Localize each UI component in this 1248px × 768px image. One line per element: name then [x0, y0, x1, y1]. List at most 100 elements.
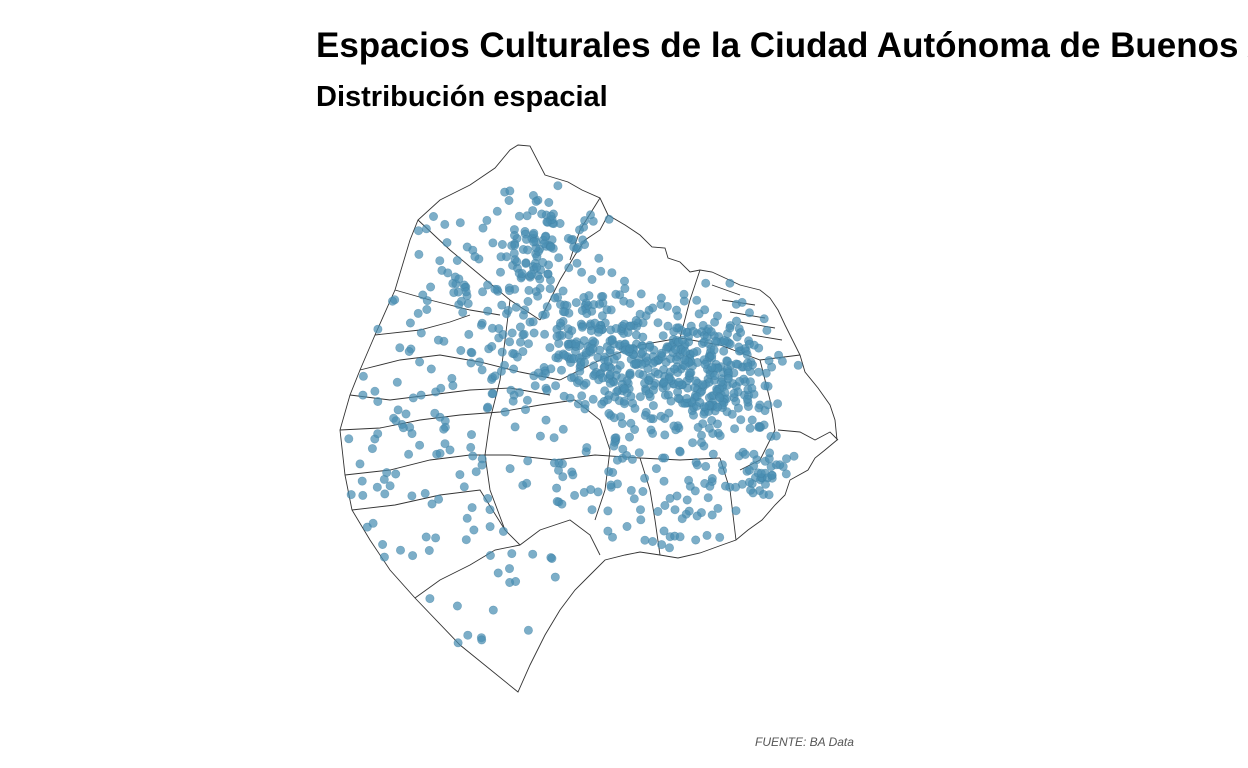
- venue-point: [743, 362, 753, 372]
- venue-point: [358, 390, 368, 400]
- venue-point: [453, 638, 463, 648]
- venue-point: [568, 470, 578, 480]
- venue-point: [439, 424, 449, 434]
- venue-point: [580, 357, 590, 367]
- venue-point: [754, 367, 764, 377]
- venue-point: [744, 465, 754, 475]
- venue-point: [378, 539, 388, 549]
- venue-point: [762, 325, 772, 335]
- venue-point: [587, 505, 597, 515]
- venue-point: [552, 496, 562, 506]
- venue-point: [729, 388, 739, 398]
- venue-point: [635, 505, 645, 515]
- venue-point: [497, 347, 507, 357]
- venue-point: [521, 234, 531, 244]
- venue-point: [744, 308, 754, 318]
- venue-point: [509, 248, 519, 258]
- venue-point: [477, 460, 487, 470]
- venue-point: [691, 535, 701, 545]
- venue-point: [745, 423, 755, 433]
- venue-point: [648, 536, 658, 546]
- venue-point: [452, 601, 462, 611]
- venue-point: [742, 394, 752, 404]
- venue-point: [705, 481, 715, 491]
- venue-point: [658, 331, 668, 341]
- venue-point: [448, 278, 458, 288]
- venue-point: [540, 309, 550, 319]
- venue-point: [659, 526, 669, 536]
- venue-point: [466, 430, 476, 440]
- venue-point: [698, 320, 708, 330]
- venue-point: [414, 249, 424, 259]
- venue-point: [391, 416, 401, 426]
- venue-point: [631, 358, 641, 368]
- venue-point: [640, 410, 650, 420]
- venue-point: [617, 419, 627, 429]
- venue-point: [552, 332, 562, 342]
- venue-point: [744, 339, 754, 349]
- venue-point: [781, 469, 791, 479]
- venue-point: [553, 181, 563, 191]
- venue-point: [619, 276, 629, 286]
- venue-point: [630, 424, 640, 434]
- venue-point: [478, 287, 488, 297]
- venue-point: [541, 415, 551, 425]
- venue-point: [395, 545, 405, 555]
- venue-point: [680, 347, 690, 357]
- venue-point: [670, 344, 680, 354]
- venue-point: [622, 521, 632, 531]
- venue-point: [756, 468, 766, 478]
- venue-point: [547, 553, 557, 563]
- venue-point: [524, 285, 534, 295]
- venue-point: [773, 399, 783, 409]
- venue-point: [564, 330, 574, 340]
- venue-point: [588, 336, 598, 346]
- venue-point: [574, 225, 584, 235]
- venue-point: [725, 323, 735, 333]
- venue-point: [653, 318, 663, 328]
- venue-point: [372, 482, 382, 492]
- commune-boundary: [414, 544, 521, 599]
- venue-point: [520, 405, 530, 415]
- venue-point: [577, 391, 587, 401]
- venue-point: [672, 323, 682, 333]
- venue-point: [503, 305, 513, 315]
- venue-point: [504, 286, 514, 296]
- venue-point: [625, 298, 635, 308]
- venue-point: [635, 309, 645, 319]
- venue-point: [630, 403, 640, 413]
- venue-point: [611, 323, 621, 333]
- venue-point: [704, 423, 714, 433]
- venue-point: [544, 198, 554, 208]
- venue-point: [485, 505, 495, 515]
- venue-point: [391, 469, 401, 479]
- venue-point: [492, 206, 502, 216]
- venue-point: [422, 304, 432, 314]
- venue-point: [619, 396, 629, 406]
- venue-point: [719, 335, 729, 345]
- venue-point: [634, 448, 644, 458]
- venue-point: [587, 274, 597, 284]
- venue-point: [456, 296, 466, 306]
- venue-point: [653, 369, 663, 379]
- venue-point: [563, 233, 573, 243]
- venue-point: [737, 297, 747, 307]
- venue-point: [747, 383, 757, 393]
- venue-point: [407, 491, 417, 501]
- venue-point: [624, 432, 634, 442]
- venue-point: [640, 473, 650, 483]
- venue-point: [645, 372, 655, 382]
- venue-point: [490, 371, 500, 381]
- venue-point: [550, 293, 560, 303]
- venue-point: [511, 302, 521, 312]
- venue-point: [522, 395, 532, 405]
- venue-point: [766, 431, 776, 441]
- venue-point: [551, 381, 561, 391]
- venue-point: [702, 530, 712, 540]
- venue-point: [487, 341, 497, 351]
- venue-point: [731, 506, 741, 516]
- venue-point: [604, 390, 614, 400]
- venue-point: [648, 428, 658, 438]
- venue-point: [466, 442, 476, 452]
